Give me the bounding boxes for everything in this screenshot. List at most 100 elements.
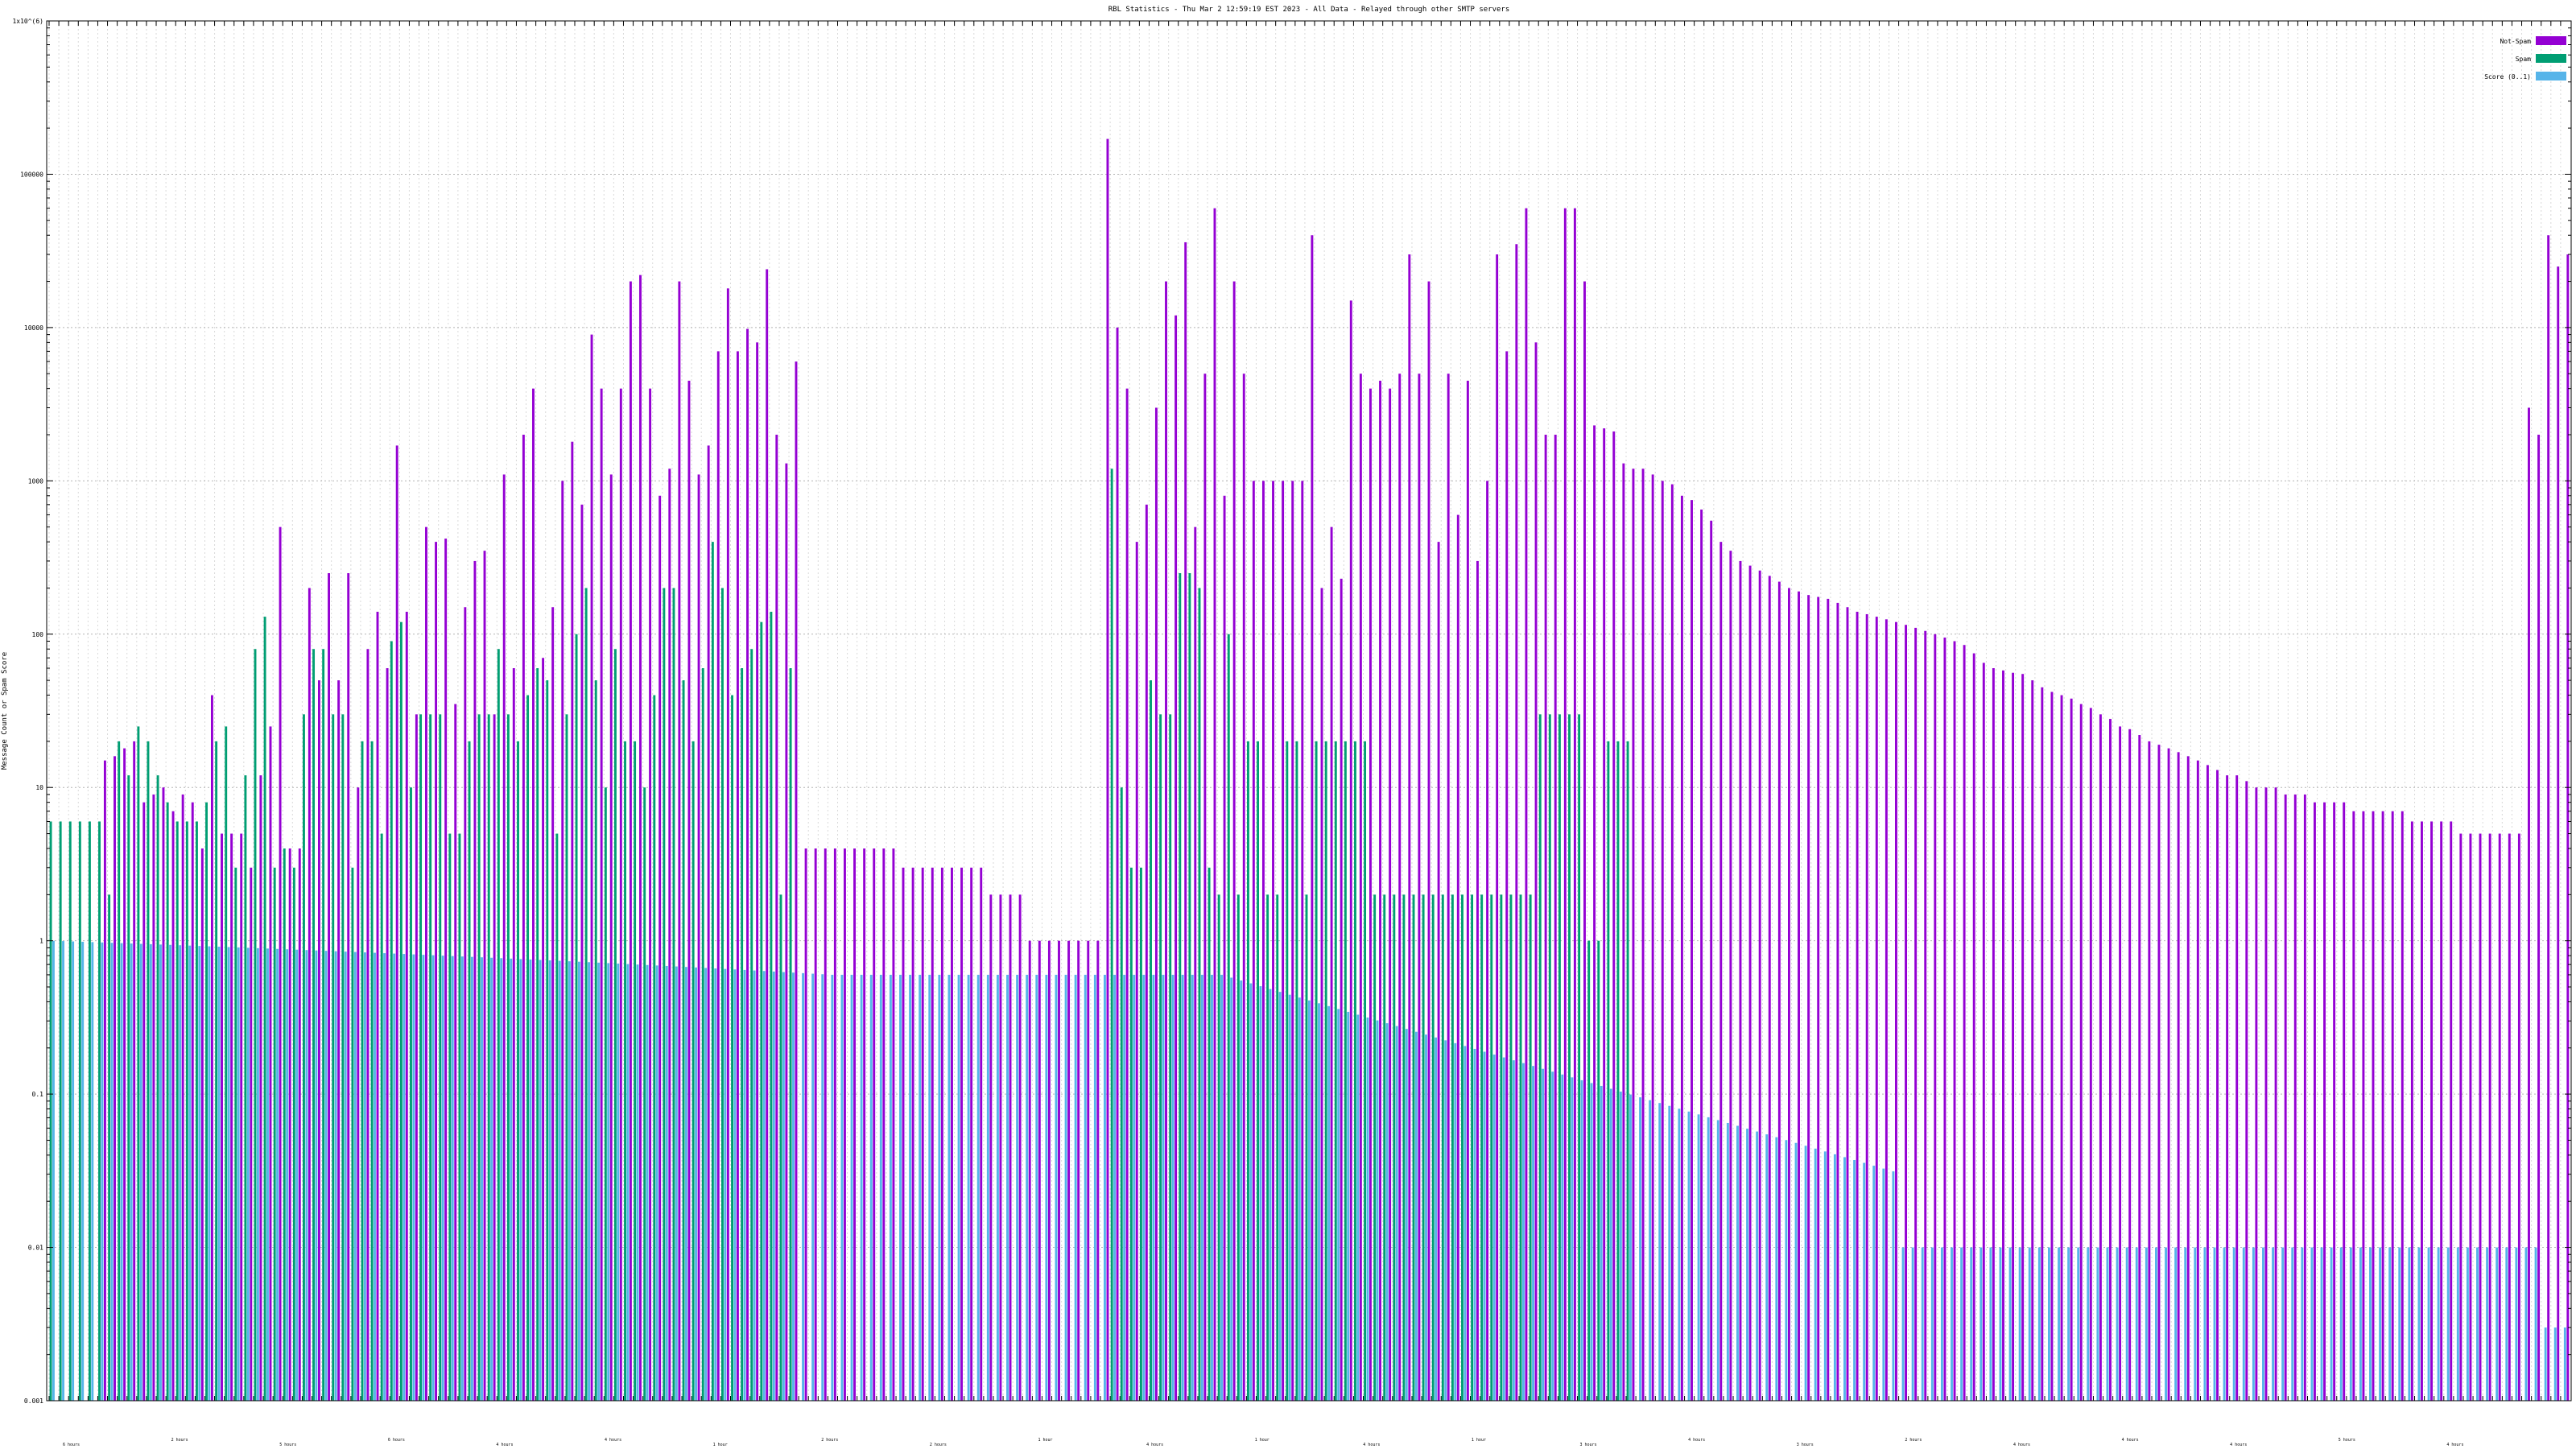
spam-bar <box>147 741 150 1401</box>
score-bar <box>1006 974 1009 1401</box>
not-spam-bar <box>1427 281 1430 1402</box>
not-spam-bar <box>1067 940 1071 1401</box>
score-bar <box>1853 1159 1856 1401</box>
not-spam-bar <box>1340 578 1343 1401</box>
not-spam-bar <box>2196 760 2199 1401</box>
not-spam-bar <box>279 526 282 1401</box>
score-bar <box>577 961 580 1401</box>
not-spam-bar <box>103 760 106 1401</box>
not-spam-bar <box>2450 821 2453 1401</box>
not-spam-bar <box>415 714 418 1401</box>
not-spam-bar <box>1670 484 1674 1402</box>
x-group-label: 1 hour <box>1255 1438 1269 1443</box>
score-bar <box>490 957 493 1401</box>
score-bar <box>1775 1137 1778 1401</box>
score-bar <box>227 947 230 1401</box>
not-spam-bar <box>1301 481 1304 1402</box>
not-spam-bar <box>454 704 457 1401</box>
not-spam-bar <box>2138 735 2141 1401</box>
not-spam-bar <box>2284 794 2287 1401</box>
score-bar <box>1259 986 1262 1401</box>
spam-bar <box>1529 894 1532 1401</box>
y-tick-label: 0.01 <box>28 1245 43 1252</box>
score-bar <box>431 955 435 1401</box>
x-group-label: 2 hours <box>821 1438 838 1443</box>
not-spam-bar <box>1184 242 1187 1401</box>
not-spam-bar <box>561 481 564 1402</box>
spam-bar <box>1334 741 1337 1401</box>
not-spam-bar <box>1777 581 1781 1401</box>
score-bar <box>1356 1014 1360 1401</box>
not-spam-bar <box>2293 794 2297 1401</box>
not-spam-bar <box>1437 542 1440 1401</box>
spam-bar <box>98 821 101 1401</box>
spam-bar <box>1217 894 1220 1401</box>
spam-bar <box>1558 714 1561 1401</box>
not-spam-bar <box>1622 463 1625 1401</box>
score-bar <box>1814 1148 1817 1401</box>
not-spam-bar <box>395 445 398 1402</box>
not-spam-bar <box>376 611 379 1401</box>
not-spam-bar <box>1554 435 1557 1401</box>
score-bar <box>1016 974 1019 1401</box>
score-bar <box>899 974 902 1401</box>
score-bar <box>1435 1037 1438 1401</box>
not-spam-bar <box>1476 560 1479 1402</box>
spam-bar <box>1266 894 1269 1401</box>
score-bar <box>529 959 532 1401</box>
score-bar <box>1045 974 1048 1401</box>
spam-bar <box>1169 714 1172 1401</box>
not-spam-bar <box>2060 695 2063 1401</box>
spam-bar <box>1188 572 1191 1401</box>
not-spam-bar <box>1408 254 1411 1401</box>
not-spam-bar <box>357 787 360 1401</box>
score-bar <box>1863 1162 1866 1401</box>
not-spam-bar <box>1058 940 1060 1401</box>
score-bar <box>72 941 75 1401</box>
not-spam-bar <box>1934 634 1937 1401</box>
score-bar <box>704 968 708 1401</box>
score-bar <box>1580 1080 1583 1401</box>
spam-bar <box>1286 741 1289 1401</box>
score-bar <box>1521 1063 1525 1401</box>
not-spam-bar <box>2012 672 2015 1401</box>
spam-bar <box>624 741 626 1401</box>
not-spam-bar <box>785 463 788 1401</box>
not-spam-bar <box>308 588 311 1401</box>
spam-bar <box>634 741 637 1401</box>
spam-bar <box>1616 741 1620 1401</box>
spam-bar <box>779 894 782 1401</box>
not-spam-bar <box>882 848 886 1401</box>
spam-bar <box>1461 894 1463 1401</box>
not-spam-bar <box>2157 745 2161 1401</box>
score-bar <box>733 969 737 1401</box>
not-spam-bar <box>1846 607 1849 1401</box>
score-bar <box>762 971 766 1401</box>
not-spam-bar <box>2109 719 2112 1401</box>
spam-bar <box>410 787 412 1401</box>
not-spam-bar <box>2186 756 2190 1401</box>
score-bar <box>2184 1247 2187 1401</box>
score-bar <box>305 950 308 1401</box>
legend-label: Score (0..1) <box>2484 73 2531 80</box>
score-bar <box>324 951 328 1401</box>
score-bar <box>198 946 201 1401</box>
not-spam-bar <box>1282 481 1285 1402</box>
score-bar <box>2106 1247 2109 1401</box>
score-bar <box>500 958 503 1401</box>
not-spam-bar <box>2323 802 2326 1401</box>
score-bar <box>2437 1247 2440 1401</box>
score-bar <box>1551 1071 1554 1401</box>
score-bar <box>840 974 844 1401</box>
spam-bar <box>1548 714 1551 1401</box>
not-spam-bar <box>989 894 993 1401</box>
score-bar <box>1307 1000 1311 1401</box>
not-spam-bar <box>1700 509 1703 1402</box>
score-bar <box>636 964 639 1401</box>
score-bar <box>879 974 882 1401</box>
not-spam-bar <box>1534 342 1538 1401</box>
not-spam-bar <box>502 474 506 1401</box>
spam-bar <box>244 775 247 1401</box>
score-bar <box>1639 1097 1641 1401</box>
